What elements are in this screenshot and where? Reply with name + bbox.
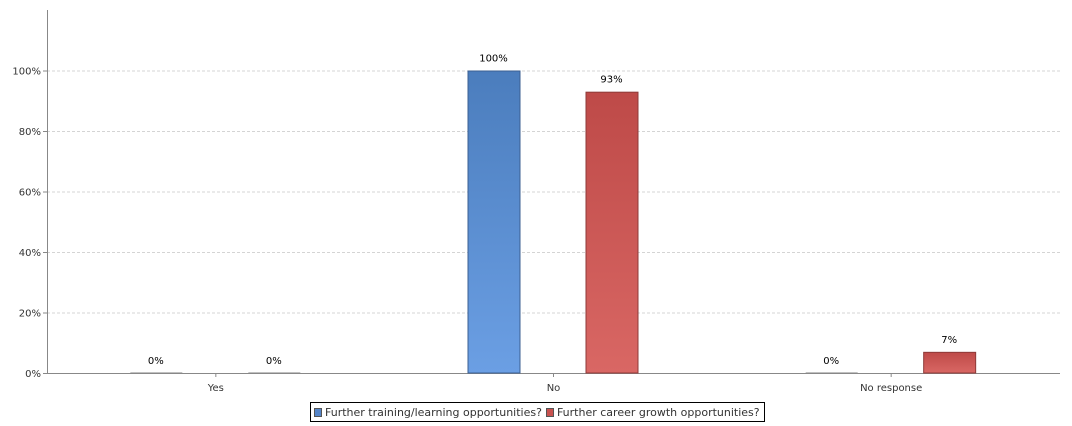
legend-swatch-series-1 bbox=[314, 407, 322, 417]
bars bbox=[130, 70, 977, 374]
y-tick-label: 40% bbox=[19, 248, 41, 259]
data-label: 93% bbox=[600, 75, 622, 86]
y-tick-label: 80% bbox=[19, 127, 41, 138]
x-tick-label: Yes bbox=[207, 383, 224, 394]
bar-chart: 0% 20% 40% 60% 80% 100% Yes No No response 0% 0% 1… bbox=[12, 10, 1060, 394]
gridlines bbox=[47, 70, 1060, 314]
y-tick-label: 20% bbox=[19, 309, 41, 320]
y-tick-label: 60% bbox=[19, 188, 41, 199]
data-label: 0% bbox=[823, 356, 839, 367]
axes: 0% 20% 40% 60% 80% 100% Yes No No response bbox=[12, 10, 1060, 394]
data-label: 0% bbox=[266, 356, 282, 367]
data-label: 7% bbox=[941, 335, 957, 346]
data-labels: 0% 0% 100% 93% 0% 7% bbox=[148, 54, 957, 368]
x-tick-label: No bbox=[547, 383, 561, 394]
data-label: 0% bbox=[148, 356, 164, 367]
legend-swatch-series-2 bbox=[545, 407, 554, 417]
legend-item-series-1: Further training/learning opportunities? bbox=[314, 406, 542, 419]
data-label: 100% bbox=[479, 54, 508, 65]
legend-label-series-2: Further career growth opportunities? bbox=[556, 405, 760, 419]
x-tick-label: No response bbox=[860, 383, 922, 394]
legend-label-series-1: Further training/learning opportunities? bbox=[325, 405, 542, 419]
bar-series-1 bbox=[467, 70, 521, 374]
bar-series-2 bbox=[585, 91, 639, 374]
legend: Further training/learning opportunities?… bbox=[310, 402, 765, 422]
legend-item-series-2: Further career growth opportunities? bbox=[545, 405, 760, 419]
y-tick-label: 0% bbox=[25, 369, 41, 380]
bar-series-2 bbox=[923, 351, 977, 374]
y-tick-label: 100% bbox=[12, 67, 41, 78]
